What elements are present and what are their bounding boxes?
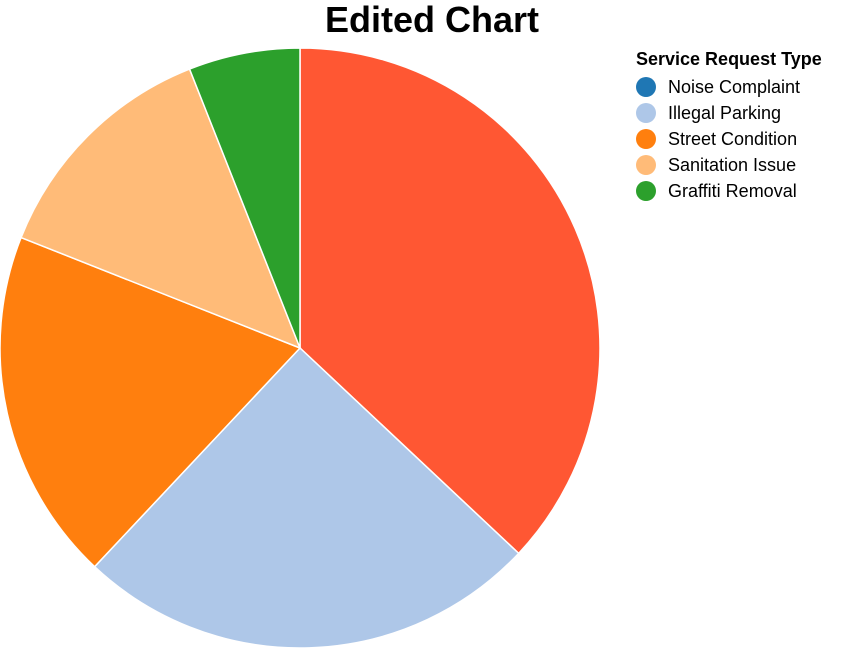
legend: Service Request Type Noise Complaint Ille… [636,48,862,204]
legend-label: Street Condition [668,128,798,149]
legend-label: Graffiti Removal [668,180,797,201]
pie-slice-graffiti-removal [188,47,301,349]
legend-swatch [636,181,656,201]
pie-slice-noise-complaint [299,47,601,555]
legend-swatch [636,129,656,149]
legend-swatch [636,103,656,123]
pie-slices [0,47,601,648]
legend-items: Noise Complaint Illegal Parking Street Con… [636,74,862,204]
legend-item-illegal-parking: Illegal Parking [636,100,862,126]
legend-swatch [636,77,656,97]
legend-label: Illegal Parking [668,102,782,123]
pie-slice-sanitation-issue [20,68,302,350]
legend-label: Noise Complaint [668,76,801,97]
legend-item-sanitation-issue: Sanitation Issue [636,152,862,178]
legend-label: Sanitation Issue [668,154,797,175]
legend-item-graffiti-removal: Graffiti Removal [636,178,862,204]
pie-slice-street-condition [0,236,302,568]
legend-title: Service Request Type [636,49,822,69]
legend-swatch [636,155,656,175]
legend-item-street-condition: Street Condition [636,126,862,152]
chart-title: Edited Chart [324,0,539,40]
legend-item-noise-complaint: Noise Complaint [636,74,862,100]
